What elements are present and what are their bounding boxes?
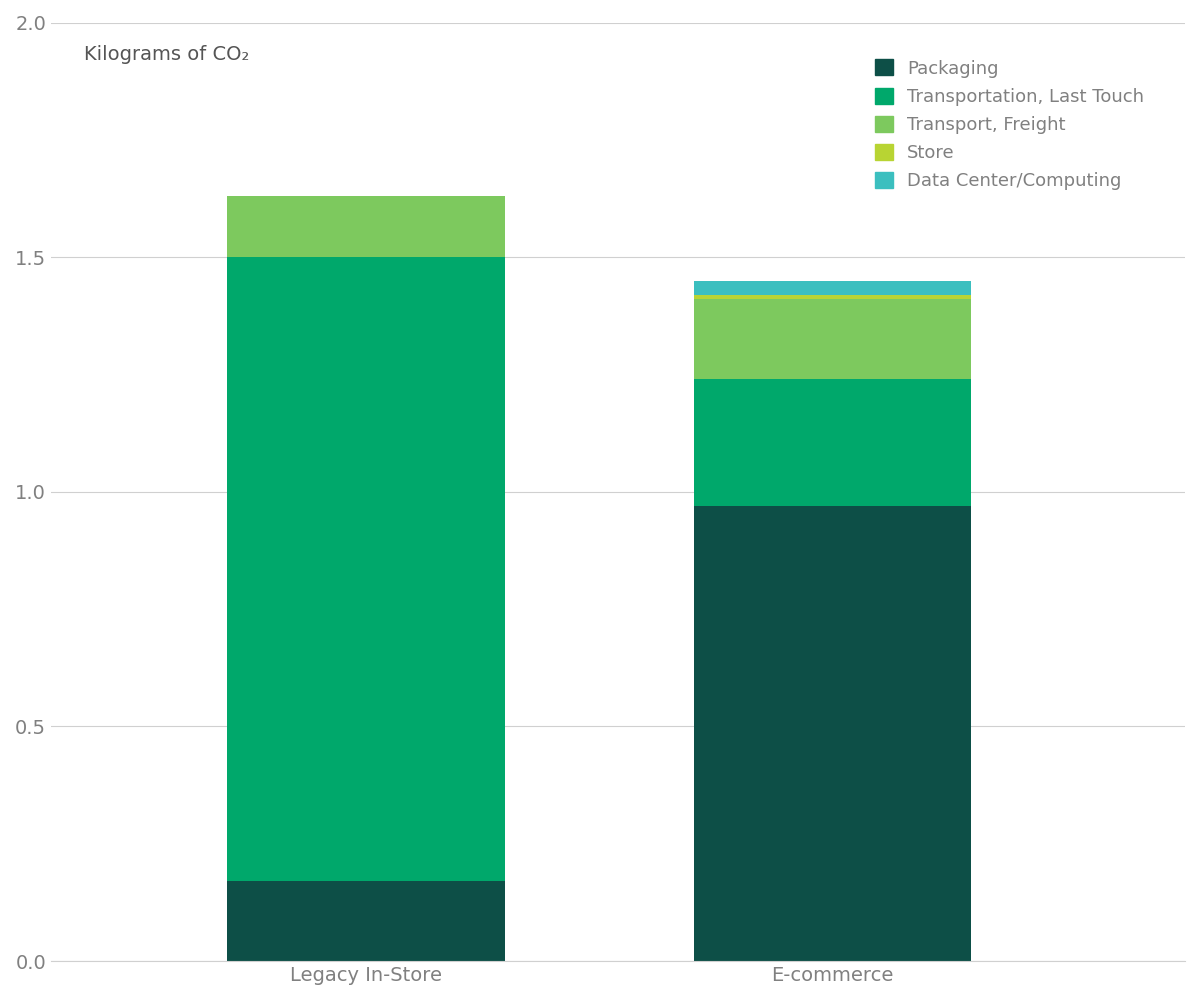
Bar bbox=[227, 196, 504, 257]
Text: Kilograms of CO₂: Kilograms of CO₂ bbox=[84, 45, 250, 64]
Bar bbox=[694, 295, 971, 299]
Bar bbox=[227, 881, 504, 961]
Bar bbox=[694, 379, 971, 506]
Bar bbox=[227, 257, 504, 881]
Bar bbox=[694, 299, 971, 379]
Bar bbox=[694, 506, 971, 961]
Bar bbox=[694, 281, 971, 295]
Legend: Packaging, Transportation, Last Touch, Transport, Freight, Store, Data Center/Co: Packaging, Transportation, Last Touch, T… bbox=[865, 50, 1153, 199]
